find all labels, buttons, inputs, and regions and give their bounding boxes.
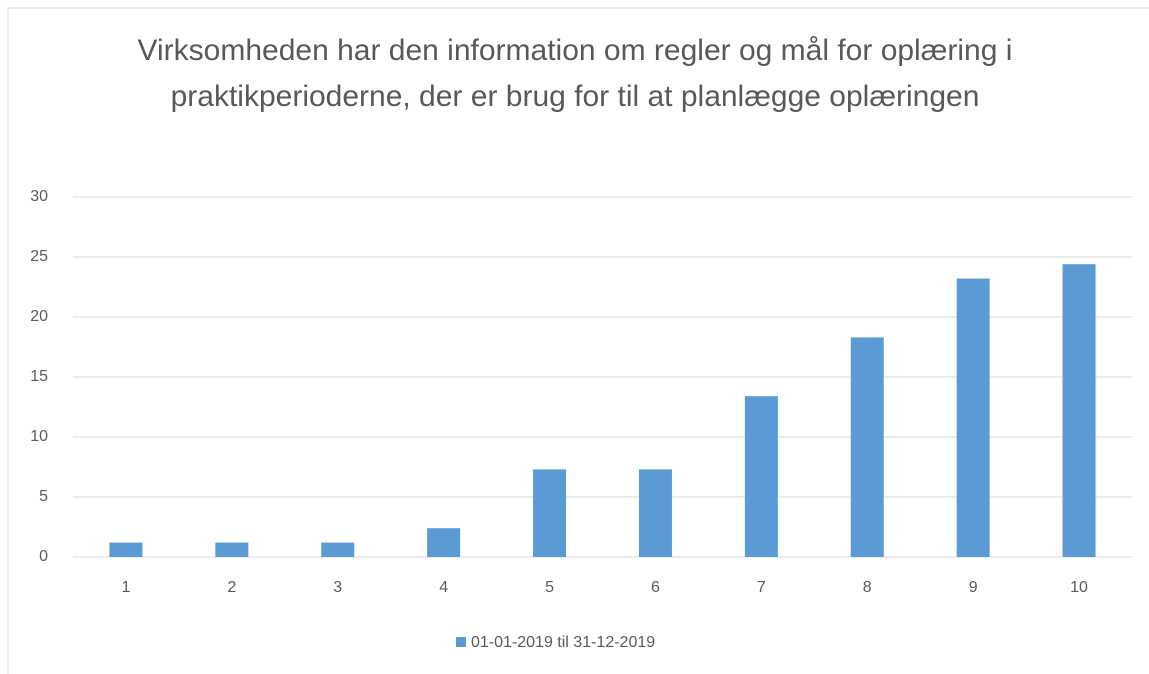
bar [215,542,249,557]
x-tick-label: 8 [863,579,872,596]
legend-label: 01-01-2019 til 31-12-2019 [471,634,655,651]
bar [638,469,672,557]
y-tick-label: 20 [30,308,48,325]
x-tick-label: 2 [227,579,236,596]
chart-frame [7,7,1149,674]
x-tick-label: 4 [439,579,448,596]
bar [321,542,355,557]
chart-title: Virksomheden har den information om regl… [137,34,1013,113]
x-tick-label: 6 [651,579,660,596]
bar [1062,264,1096,557]
y-tick-label: 30 [30,188,48,205]
y-tick-label: 15 [30,368,48,385]
legend-swatch [456,637,466,647]
bar [533,469,567,557]
y-tick-label: 10 [30,428,48,445]
y-tick-label: 5 [39,488,48,505]
x-tick-label: 1 [121,579,130,596]
bar [850,337,884,557]
bar [427,528,461,557]
bar [744,396,778,557]
x-tick-label: 9 [969,579,978,596]
bar [109,542,143,557]
x-tick-label: 10 [1070,579,1088,596]
y-tick-label: 25 [30,248,48,265]
x-tick-label: 5 [545,579,554,596]
x-tick-label: 7 [757,579,766,596]
bar [956,278,990,557]
x-tick-label: 3 [333,579,342,596]
y-tick-label: 0 [39,548,48,565]
